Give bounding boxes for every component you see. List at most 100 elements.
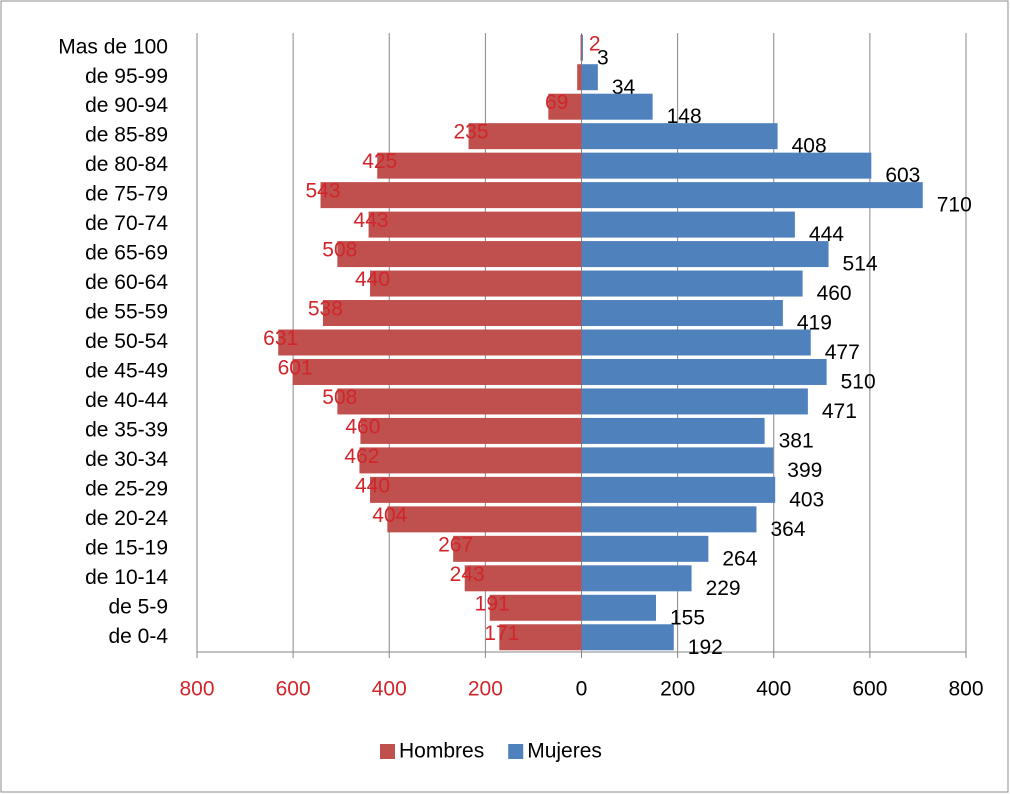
bar [292,358,582,385]
value-label: 538 [308,298,343,321]
category-label: de 75-79 [85,183,168,206]
bar [320,182,582,209]
bar [548,93,582,120]
category-label: de 35-39 [85,418,168,441]
legend-label: Hombres [399,740,484,763]
value-label: 514 [843,253,878,276]
category-label: de 85-89 [85,124,168,147]
value-label: 235 [454,121,489,144]
bar [581,64,598,91]
bar [581,624,674,651]
value-label: 710 [937,194,972,217]
bar [581,358,827,385]
value-label: 364 [770,518,805,541]
value-label: 508 [322,386,357,409]
bar [468,123,582,150]
x-tick-label: 600 [276,678,311,701]
value-label: 601 [278,357,313,380]
bar [499,624,582,651]
bar [581,417,765,444]
value-label: 155 [670,606,705,629]
value-label: 425 [362,150,397,173]
value-label: 440 [355,268,390,291]
x-tick-label: 600 [852,678,887,701]
value-label: 191 [475,592,510,615]
bar [322,300,582,327]
x-tick-label: 800 [948,678,983,701]
value-label: 440 [355,474,390,497]
bar [581,329,811,356]
value-label: 603 [885,164,920,187]
category-label: de 5-9 [108,595,168,618]
value-label: 148 [667,105,702,128]
bar [370,270,582,297]
category-label: de 10-14 [85,566,168,589]
category-label: de 45-49 [85,360,168,383]
category-label: de 50-54 [85,330,168,353]
value-label: 192 [688,636,723,659]
value-label: 403 [789,488,824,511]
x-tick-label: 200 [660,678,695,701]
value-label: 404 [372,504,407,527]
value-label: 2 [589,32,601,55]
value-label: 34 [612,76,636,99]
value-label: 408 [792,135,827,158]
bar [580,34,582,61]
bar [377,152,582,179]
value-label: 471 [822,400,857,423]
value-label: 443 [354,209,389,232]
value-label: 460 [345,415,380,438]
value-label: 267 [438,533,473,556]
value-label: 510 [841,371,876,394]
x-tick-label: 800 [179,678,214,701]
bar [581,152,872,179]
value-label: 477 [825,341,860,364]
x-tick-label: 200 [468,678,503,701]
bar [581,123,778,150]
value-label: 399 [787,459,822,482]
legend-swatch [508,744,524,759]
bar [360,417,582,444]
bar [577,64,582,91]
bar [464,565,582,592]
category-label: de 60-64 [85,271,168,294]
legend-swatch [380,744,395,759]
category-label: de 80-84 [85,153,168,176]
category-label: de 70-74 [85,212,168,235]
bar [359,447,582,474]
bar [581,388,808,415]
bar [581,447,774,474]
category-label: de 55-59 [85,301,168,324]
bar [337,388,582,415]
bar [387,506,582,533]
bar [581,535,709,562]
value-label: 543 [305,180,340,203]
category-label: de 20-24 [85,507,168,530]
bar [453,535,582,562]
category-label: de 65-69 [85,242,168,265]
bar [581,594,656,621]
bar [581,93,653,120]
x-tick-label: 400 [372,678,407,701]
value-label: 229 [706,577,741,600]
category-label: de 30-34 [85,448,168,471]
bar [337,241,582,268]
value-label: 69 [545,91,568,114]
value-label: 243 [450,563,485,586]
bar [581,300,783,327]
bar [368,211,582,238]
value-label: 631 [263,327,298,350]
bar [278,329,582,356]
category-label: de 40-44 [85,389,168,412]
bar [370,476,582,503]
bar [581,270,803,297]
value-label: 508 [322,239,357,262]
category-label: de 25-29 [85,477,168,500]
value-label: 3 [597,46,609,69]
bar [581,211,795,238]
category-label: de 0-4 [108,625,168,648]
category-label: de 15-19 [85,536,168,559]
value-label: 264 [722,547,757,570]
value-label: 462 [344,445,379,468]
